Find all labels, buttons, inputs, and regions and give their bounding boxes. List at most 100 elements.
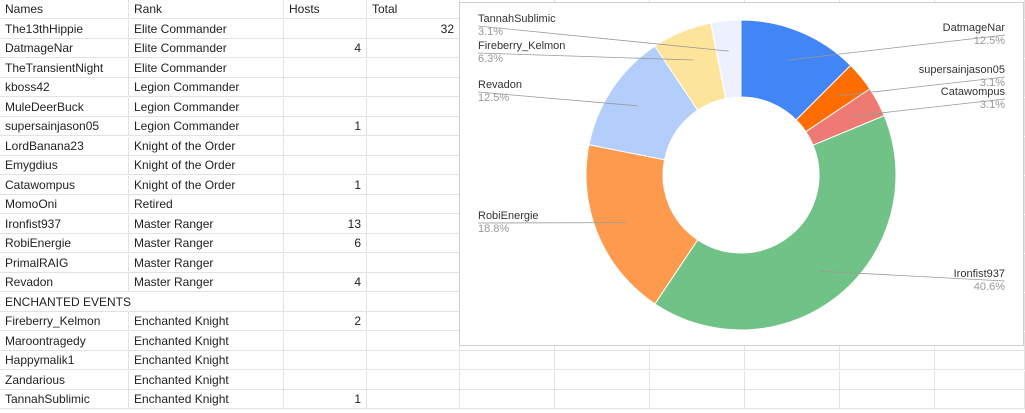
rank-cell[interactable]: Master Ranger [129,234,284,253]
hosts-cell[interactable]: 13 [284,214,367,234]
empty-cell[interactable] [935,390,1025,409]
total-cell[interactable] [367,214,460,234]
rank-cell[interactable]: Elite Commander [129,39,284,58]
pie-slice-robienergie[interactable] [585,144,699,305]
hosts-cell[interactable] [284,195,367,214]
empty-cell[interactable] [555,390,650,409]
rank-cell[interactable]: Elite Commander [129,58,284,78]
name-cell[interactable]: TannahSublimic [0,390,129,409]
rank-cell[interactable]: Enchanted Knight [129,312,284,331]
total-cell[interactable] [367,195,460,214]
total-cell[interactable] [367,39,460,58]
total-cell[interactable] [367,312,460,331]
rank-cell[interactable]: Master Ranger [129,214,284,234]
name-cell[interactable]: Fireberry_Kelmon [0,312,129,331]
total-cell[interactable] [367,351,460,370]
hosts-cell[interactable]: 1 [284,117,367,136]
name-cell[interactable]: MomoOni [0,195,129,214]
total-cell[interactable] [367,175,460,195]
hosts-cell[interactable] [284,97,367,117]
rank-cell[interactable]: Knight of the Order [129,175,284,195]
name-cell[interactable]: Ironfist937 [0,214,129,234]
empty-cell[interactable] [650,370,745,390]
total-cell[interactable] [367,370,460,390]
name-cell[interactable]: MuleDeerBuck [0,97,129,117]
hosts-cell[interactable] [284,136,367,156]
hosts-cell[interactable]: 1 [284,175,367,195]
empty-cell[interactable] [650,390,745,409]
rank-cell[interactable]: Enchanted Knight [129,370,284,390]
hosts-cell[interactable]: 2 [284,312,367,331]
empty-cell[interactable] [935,351,1025,370]
total-cell[interactable] [367,136,460,156]
rank-cell[interactable]: Retired [129,195,284,214]
rank-cell[interactable]: Legion Commander [129,97,284,117]
hosts-cell[interactable] [284,58,367,78]
name-cell[interactable]: supersainjason05 [0,117,129,136]
empty-cell[interactable] [840,390,935,409]
name-cell[interactable]: PrimalRAIG [0,253,129,273]
total-cell[interactable]: 32 [367,19,460,39]
total-cell[interactable] [367,253,460,273]
name-cell[interactable]: Happymalik1 [0,351,129,370]
pie-chart[interactable]: DatmageNar 12.5% supersainjason05 3.1% Cataw… [459,2,1024,346]
total-cell[interactable] [367,117,460,136]
rank-cell[interactable]: Enchanted Knight [129,331,284,351]
name-cell[interactable]: kboss42 [0,78,129,97]
empty-cell[interactable] [745,351,840,370]
name-cell[interactable]: RobiEnergie [0,234,129,253]
rank-cell[interactable]: Enchanted Knight [129,390,284,409]
hosts-cell[interactable] [284,370,367,390]
header-cell-hosts[interactable]: Hosts [284,0,367,19]
hosts-cell[interactable] [284,331,367,351]
rank-cell[interactable] [129,292,284,312]
name-cell[interactable]: Emygdius [0,156,129,175]
empty-cell[interactable] [840,351,935,370]
name-cell[interactable]: Zandarious [0,370,129,390]
rank-cell[interactable]: Knight of the Order [129,136,284,156]
empty-cell[interactable] [555,370,650,390]
empty-cell[interactable] [840,370,935,390]
total-cell[interactable] [367,331,460,351]
hosts-cell[interactable]: 1 [284,390,367,409]
name-cell[interactable]: Revadon [0,273,129,292]
header-cell-total[interactable]: Total [367,0,460,19]
name-cell[interactable]: DatmageNar [0,39,129,58]
name-cell[interactable]: Maroontragedy [0,331,129,351]
hosts-cell[interactable] [284,292,367,312]
name-cell[interactable]: Catawompus [0,175,129,195]
header-cell-names[interactable]: Names [0,0,129,19]
total-cell[interactable] [367,292,460,312]
empty-cell[interactable] [745,390,840,409]
hosts-cell[interactable]: 4 [284,273,367,292]
rank-cell[interactable]: Legion Commander [129,117,284,136]
empty-cell[interactable] [650,351,745,370]
rank-cell[interactable]: Master Ranger [129,253,284,273]
empty-cell[interactable] [555,351,650,370]
name-cell[interactable]: ENCHANTED EVENTS [0,293,131,312]
empty-cell[interactable] [460,351,555,370]
rank-cell[interactable]: Enchanted Knight [129,351,284,370]
hosts-cell[interactable] [284,351,367,370]
header-cell-rank[interactable]: Rank [129,0,284,19]
empty-cell[interactable] [935,370,1025,390]
name-cell[interactable]: LordBanana23 [0,136,129,156]
hosts-cell[interactable] [284,253,367,273]
total-cell[interactable] [367,58,460,78]
name-cell[interactable]: The13thHippie [0,19,129,39]
hosts-cell[interactable] [284,156,367,175]
pie-slice-ironfist937[interactable] [654,115,897,331]
total-cell[interactable] [367,156,460,175]
rank-cell[interactable]: Knight of the Order [129,156,284,175]
hosts-cell[interactable] [284,19,367,39]
pie-slice-tannahsublimic[interactable] [710,19,742,100]
total-cell[interactable] [367,273,460,292]
hosts-cell[interactable]: 4 [284,39,367,58]
total-cell[interactable] [367,390,460,409]
total-cell[interactable] [367,78,460,97]
total-cell[interactable] [367,97,460,117]
empty-cell[interactable] [745,370,840,390]
rank-cell[interactable]: Legion Commander [129,78,284,97]
hosts-cell[interactable] [284,78,367,97]
empty-cell[interactable] [460,390,555,409]
